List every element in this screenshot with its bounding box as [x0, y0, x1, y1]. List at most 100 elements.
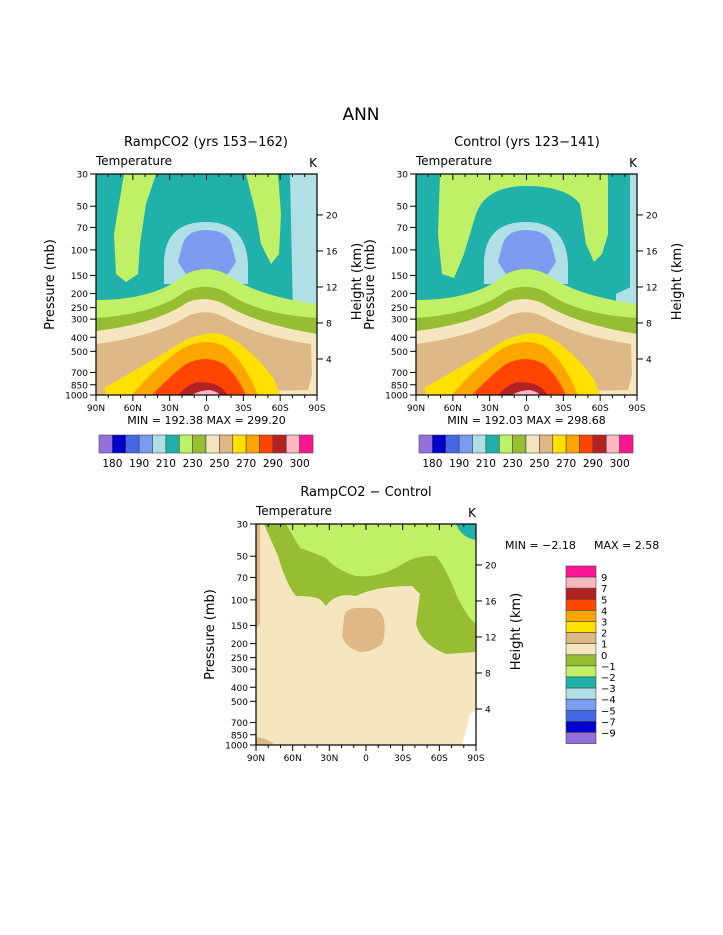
x-tick-label: 0	[524, 404, 530, 414]
y2-axis-label: Height (km)	[509, 593, 524, 670]
colorbar-swatch	[565, 434, 580, 454]
colorbar-swatch	[512, 434, 527, 454]
y2-tick-label: 12	[326, 283, 337, 293]
colorbar-swatch	[205, 434, 220, 454]
band-1-2-edge	[256, 524, 260, 628]
band-1-2-corner	[256, 737, 274, 745]
colorbar-swatch	[245, 434, 260, 454]
colorbar-label: 210	[156, 458, 176, 470]
y-axis-label: Pressure (mb)	[363, 239, 378, 330]
y-axis-label: Pressure (mb)	[43, 239, 58, 330]
colorbar-label: 4	[601, 606, 607, 617]
colorbar-label: 300	[290, 458, 310, 470]
panel-difference: RampCO2 − Control Temperature K MIN = −2…	[255, 485, 659, 745]
colorbar-swatch	[432, 434, 447, 454]
y-tick-label: 30	[77, 171, 89, 181]
colorbar-label: 230	[183, 458, 203, 470]
colorbar-swatch	[592, 434, 607, 454]
y2-tick-label: 4	[485, 705, 491, 715]
y-tick-label: 400	[391, 334, 408, 344]
y-tick-label: 850	[231, 731, 248, 741]
y-tick-label: 1000	[225, 742, 248, 752]
x-tick-label: 0	[204, 404, 210, 414]
colorbar-swatch	[565, 698, 597, 711]
colorbar-swatch	[565, 610, 597, 622]
x-tick-label: 60N	[124, 404, 142, 414]
min-max-label: MIN = 192.03 MAX = 298.68	[447, 414, 605, 427]
colorbar-label: 250	[529, 458, 549, 470]
y-tick-label: 300	[231, 666, 248, 676]
colorbar-swatch	[539, 434, 554, 454]
band-lightblue-edge	[630, 174, 637, 294]
panel-title: RampCO2 − Control	[300, 485, 431, 500]
units-label: K	[309, 156, 318, 170]
colorbar-label: 180	[422, 458, 442, 470]
x-tick-label: 90N	[407, 404, 425, 414]
colorbar-swatch	[565, 709, 597, 722]
band-290	[152, 359, 246, 395]
y-tick-label: 200	[71, 290, 88, 300]
y2-tick-label: 8	[326, 319, 332, 329]
colorbar-label: −1	[601, 662, 616, 673]
colorbar-swatch	[259, 434, 274, 454]
x-tick-label: 90S	[467, 754, 484, 764]
units-label: K	[629, 156, 638, 170]
axes-layer: 90N 60N 30N 0 30S 60S 90S305070100150200250300…	[43, 171, 685, 765]
colorbar-swatch	[232, 434, 247, 454]
x-tick-label: 90N	[87, 404, 105, 414]
x-tick-label: 90N	[247, 754, 265, 764]
colorbar-swatch	[565, 576, 597, 589]
y-tick-label: 300	[71, 316, 88, 326]
y-tick-label: 250	[391, 304, 408, 314]
y-tick-label: 300	[391, 316, 408, 326]
y2-tick-label: 12	[485, 633, 496, 643]
y-tick-label: 250	[231, 654, 248, 664]
y-tick-label: 30	[397, 171, 409, 181]
y2-tick-label: 16	[646, 247, 658, 257]
y-axis-label: Pressure (mb)	[203, 589, 218, 680]
colorbar-label: 9	[601, 573, 607, 584]
colorbar-label: −9	[601, 729, 616, 740]
colorbar-swatch	[165, 434, 180, 454]
colorbar-swatch	[565, 565, 597, 578]
y-tick-label: 50	[397, 203, 409, 213]
band-blue-center	[178, 230, 236, 274]
colorbar-label: 300	[610, 458, 630, 470]
min-max-label: MIN = 192.38 MAX = 299.20	[127, 414, 285, 427]
y-tick-label: 700	[71, 369, 88, 379]
y-tick-label: 850	[71, 381, 88, 391]
x-tick-label: 60S	[592, 404, 609, 414]
colorbar-swatch	[525, 434, 540, 454]
y2-axis-label: Height (km)	[350, 243, 365, 320]
units-label: K	[468, 506, 477, 520]
colorbar-rampco2: 180 190 210 230 250 270 290 300	[98, 434, 314, 470]
contour-field	[416, 174, 637, 395]
colorbar-swatch	[178, 434, 193, 454]
colorbar-label: 0	[601, 651, 607, 662]
y2-tick-label: 16	[326, 247, 338, 257]
x-tick-label: 60S	[431, 754, 448, 764]
colorbar-swatch	[565, 654, 597, 667]
variable-label: Temperature	[95, 154, 172, 168]
y2-tick-label: 20	[646, 211, 658, 221]
y-tick-label: 100	[71, 246, 88, 256]
y-tick-label: 70	[397, 224, 409, 234]
colorbar-swatch	[192, 434, 207, 454]
colorbar-swatch	[565, 665, 597, 678]
colorbar-label: 7	[601, 584, 607, 595]
colorbar-label: 270	[556, 458, 576, 470]
colorbar-swatch	[485, 434, 500, 454]
y-tick-label: 70	[237, 574, 249, 584]
colorbar-swatch	[285, 434, 300, 454]
colorbar-swatch	[565, 598, 597, 611]
y2-axis-label: Height (km)	[670, 243, 685, 320]
band-green-ne	[246, 174, 281, 264]
panel-title: RampCO2 (yrs 153−162)	[124, 135, 288, 150]
colorbar-control: 180 190 210 230 250 270 290 300	[418, 434, 634, 470]
colorbar-label: 3	[601, 618, 607, 629]
colorbar-swatch	[605, 434, 620, 454]
y-tick-label: 70	[77, 224, 89, 234]
band-300	[498, 382, 548, 395]
colorbar-swatch	[498, 434, 513, 454]
